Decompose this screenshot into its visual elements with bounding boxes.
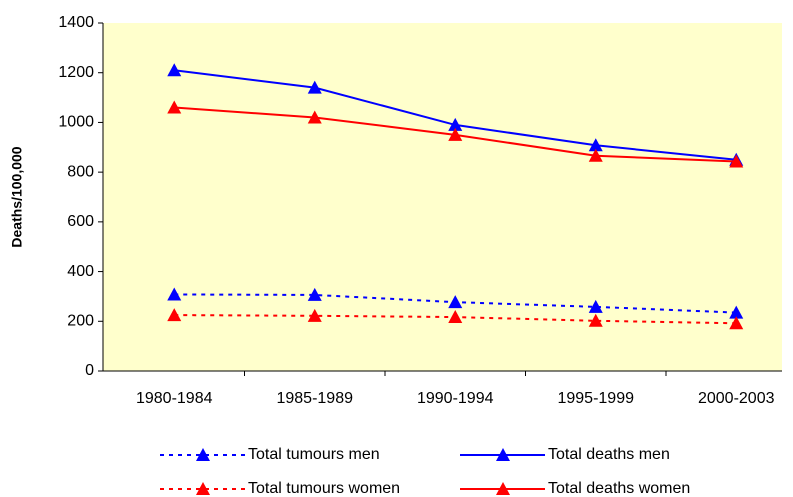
legend-marker xyxy=(496,448,510,461)
x-tick-label: 1985-1989 xyxy=(276,390,353,407)
data-point xyxy=(307,80,322,94)
data-point xyxy=(729,316,744,330)
data-point xyxy=(729,154,744,168)
data-point xyxy=(307,287,322,301)
y-tick-label: 0 xyxy=(85,362,94,379)
data-point xyxy=(448,295,463,309)
x-tick-label: 2000-2003 xyxy=(698,390,775,407)
x-tick-label: 1995-1999 xyxy=(557,390,634,407)
y-tick-label: 600 xyxy=(67,213,94,230)
legend-label: Total deaths men xyxy=(548,446,670,463)
y-axis-label: Deaths/100,000 xyxy=(9,146,25,247)
x-tick-label: 1990-1994 xyxy=(417,390,494,407)
legend-label: Total tumours men xyxy=(248,446,380,463)
data-point xyxy=(167,63,182,77)
data-point xyxy=(307,308,322,322)
y-tick-label: 1200 xyxy=(58,64,94,81)
y-tick-label: 1000 xyxy=(58,114,94,131)
data-point xyxy=(307,110,322,124)
data-point xyxy=(448,127,463,141)
data-point xyxy=(167,287,182,301)
legend-label: Total deaths women xyxy=(548,480,690,497)
y-tick-label: 1400 xyxy=(58,14,94,31)
legend-marker xyxy=(196,482,210,495)
y-tick-label: 800 xyxy=(67,163,94,180)
data-point xyxy=(729,305,744,319)
x-tick-label: 1980-1984 xyxy=(136,390,213,407)
legend-label: Total tumours women xyxy=(248,480,400,497)
plot-area xyxy=(103,23,782,371)
legend-marker xyxy=(496,482,510,495)
data-point xyxy=(588,148,603,162)
legend-marker xyxy=(196,448,210,461)
data-point xyxy=(588,138,603,152)
y-tick-label: 400 xyxy=(67,263,94,280)
data-point xyxy=(167,308,182,322)
data-point xyxy=(448,310,463,324)
y-tick-label: 200 xyxy=(67,313,94,330)
data-point xyxy=(588,313,603,327)
data-point xyxy=(448,117,463,131)
data-point xyxy=(167,100,182,114)
data-point xyxy=(588,299,603,313)
